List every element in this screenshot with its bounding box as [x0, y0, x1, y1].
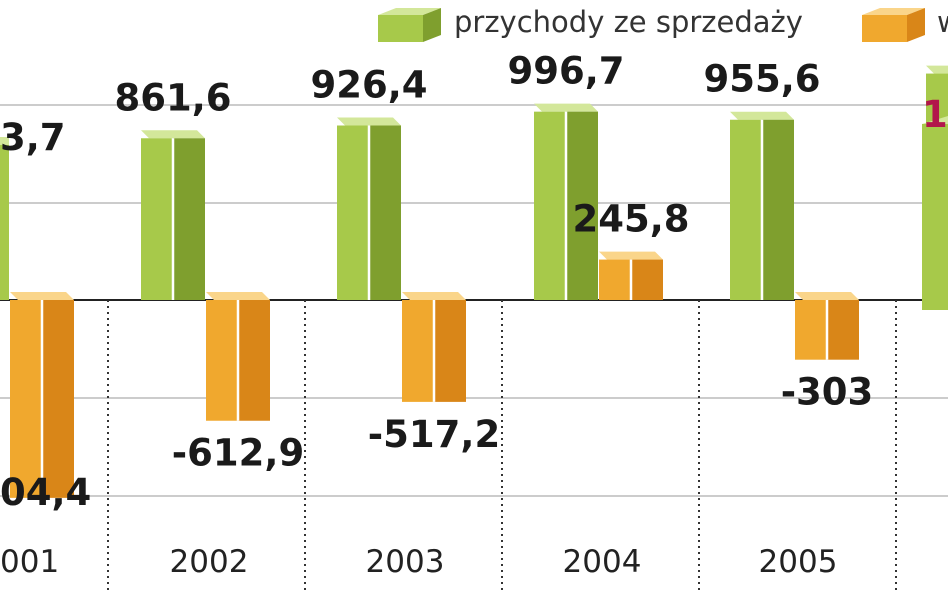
- legend-label-second-series: w: [937, 5, 948, 39]
- x-tick-label: 2003: [366, 544, 445, 580]
- data-label: 04,4: [0, 471, 91, 514]
- data-label: -517,2: [368, 413, 500, 456]
- data-label: -612,9: [172, 432, 304, 475]
- bar: [795, 292, 859, 360]
- x-tick-label: 001: [0, 544, 59, 580]
- legend-swatch-green: [378, 8, 441, 42]
- data-label: 245,8: [572, 198, 689, 241]
- bar: [337, 117, 401, 300]
- data-label: -303: [781, 371, 874, 414]
- bars: [0, 65, 948, 498]
- category-separators: [107, 300, 897, 593]
- bar: [0, 137, 9, 300]
- x-tick-label: 2005: [759, 544, 838, 580]
- bar: [922, 116, 948, 310]
- x-axis-ticks: 001 2002 2003 2004 2005: [0, 544, 837, 580]
- bar: [10, 292, 74, 498]
- data-label: 861,6: [114, 76, 231, 119]
- value-labels: 3,7 04,4 861,6 -612,9 926,4 -517,2 996,7 245,8 9…: [0, 50, 948, 514]
- data-label: 119: [922, 93, 948, 136]
- data-label: 955,6: [703, 58, 820, 101]
- bar: [141, 130, 205, 300]
- bar: [206, 292, 270, 421]
- data-label: 3,7: [0, 116, 66, 159]
- bar: [730, 111, 794, 301]
- data-label: 926,4: [310, 63, 427, 106]
- legend-label-revenue: przychody ze sprzedaży: [454, 5, 803, 39]
- bar: [534, 103, 598, 300]
- x-tick-label: 2002: [170, 544, 249, 580]
- data-label: 996,7: [507, 50, 624, 93]
- bar: [599, 251, 663, 300]
- x-tick-label: 2004: [563, 544, 642, 580]
- legend: przychody ze sprzedaży w: [378, 5, 948, 42]
- bar: [402, 292, 466, 402]
- legend-swatch-orange: [862, 8, 925, 42]
